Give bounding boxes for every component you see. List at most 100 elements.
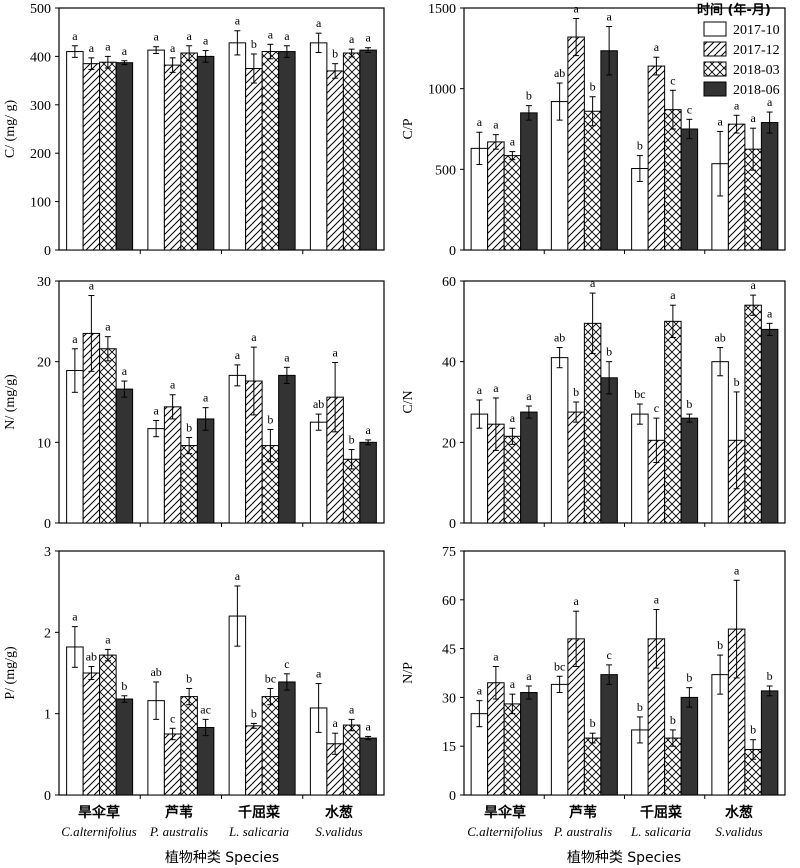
significance-label: a bbox=[105, 632, 111, 646]
significance-label: a bbox=[750, 111, 756, 125]
y-tick-label: 60 bbox=[442, 275, 456, 290]
y-axis-label: C/P bbox=[401, 118, 416, 139]
category-cn-label: 旱伞草 bbox=[484, 804, 526, 821]
significance-label: b bbox=[251, 706, 257, 720]
bar bbox=[180, 696, 198, 796]
category-cn-label: 旱伞草 bbox=[78, 804, 120, 821]
significance-label: c bbox=[654, 401, 659, 415]
significance-label: b bbox=[637, 700, 643, 714]
bar bbox=[82, 672, 101, 796]
bar bbox=[180, 52, 198, 251]
y-tick-label: 2 bbox=[44, 626, 51, 641]
y-tick-label: 100 bbox=[30, 196, 51, 211]
y-tick-label: 1500 bbox=[428, 2, 456, 17]
y-tick-label: 60 bbox=[442, 594, 456, 609]
bar bbox=[760, 690, 779, 796]
significance-label: a bbox=[510, 677, 516, 691]
bar bbox=[196, 55, 215, 251]
category-en-label: L. salicaria bbox=[630, 824, 691, 839]
bar bbox=[503, 435, 522, 524]
bar bbox=[503, 703, 522, 796]
y-axis-label: P/ (mg/g) bbox=[3, 646, 18, 700]
bar bbox=[567, 411, 585, 524]
significance-label: a bbox=[122, 364, 128, 378]
bar bbox=[583, 110, 602, 251]
significance-label: a bbox=[122, 44, 128, 58]
significance-label: a bbox=[186, 29, 192, 43]
bar bbox=[760, 122, 779, 251]
significance-label: a bbox=[477, 115, 483, 129]
bar bbox=[115, 698, 134, 796]
bar bbox=[66, 51, 84, 251]
bar bbox=[600, 674, 618, 796]
bar bbox=[567, 36, 585, 251]
category-en-label: P. australis bbox=[149, 824, 208, 839]
significance-label: a bbox=[316, 16, 322, 30]
category-cn-label: 水葱 bbox=[725, 804, 753, 821]
significance-label: a bbox=[332, 716, 338, 730]
significance-label: b bbox=[267, 412, 273, 426]
significance-label: b bbox=[590, 80, 596, 94]
significance-label: a bbox=[767, 95, 773, 109]
significance-label: a bbox=[235, 348, 241, 362]
y-tick-label: 45 bbox=[442, 643, 456, 658]
bar bbox=[760, 328, 779, 524]
significance-label: a bbox=[734, 563, 740, 577]
y-tick-label: 500 bbox=[435, 163, 456, 178]
significance-label: b bbox=[750, 723, 756, 737]
significance-label: a bbox=[654, 40, 660, 54]
significance-label: b bbox=[186, 420, 192, 434]
significance-label: a bbox=[332, 345, 338, 359]
bar bbox=[359, 441, 377, 524]
significance-label: b bbox=[686, 671, 692, 685]
bar bbox=[245, 68, 263, 251]
significance-label: c bbox=[687, 102, 692, 116]
y-tick-label: 0 bbox=[44, 517, 51, 532]
category-cn-label: 水葱 bbox=[325, 804, 353, 821]
legend-swatch-2018-03 bbox=[703, 61, 727, 77]
significance-label: ab bbox=[86, 649, 97, 663]
bar bbox=[163, 406, 182, 524]
bar bbox=[115, 388, 134, 524]
bar bbox=[727, 123, 746, 251]
bar bbox=[487, 141, 505, 251]
legend-swatch-2018-06 bbox=[703, 81, 727, 97]
legend-label-2017-10: 2017-10 bbox=[733, 23, 780, 38]
significance-label: a bbox=[235, 14, 241, 28]
significance-label: b bbox=[670, 713, 676, 727]
bar bbox=[326, 70, 344, 251]
significance-label: a bbox=[750, 278, 756, 292]
y-tick-label: 75 bbox=[442, 545, 456, 560]
y-tick-label: 300 bbox=[30, 99, 51, 114]
bar bbox=[680, 128, 699, 251]
significance-label: a bbox=[510, 135, 516, 149]
bar bbox=[99, 654, 117, 796]
significance-label: a bbox=[89, 41, 95, 55]
significance-label: b bbox=[637, 139, 643, 153]
y-tick-label: 30 bbox=[442, 691, 456, 706]
significance-label: c bbox=[606, 648, 611, 662]
category-en-label: C.alternifolius bbox=[467, 824, 542, 839]
significance-label: a bbox=[349, 32, 355, 46]
bar bbox=[711, 361, 729, 524]
significance-label: c bbox=[170, 711, 175, 725]
significance-label: a bbox=[477, 383, 483, 397]
bar bbox=[66, 370, 84, 524]
significance-label: ac bbox=[200, 702, 211, 716]
y-axis-label: C/N bbox=[401, 390, 416, 413]
bar bbox=[196, 418, 215, 524]
significance-label: a bbox=[526, 669, 532, 683]
y-axis-label: N/ (mg/g) bbox=[3, 374, 18, 430]
significance-label: c bbox=[284, 657, 289, 671]
significance-label: a bbox=[153, 30, 159, 44]
significance-label: ab bbox=[714, 331, 725, 345]
bar bbox=[470, 413, 489, 524]
significance-label: b bbox=[686, 397, 692, 411]
significance-label: a bbox=[493, 381, 499, 395]
legend-title: 时间 (年-月) bbox=[697, 2, 771, 18]
y-tick-label: 20 bbox=[37, 356, 51, 371]
